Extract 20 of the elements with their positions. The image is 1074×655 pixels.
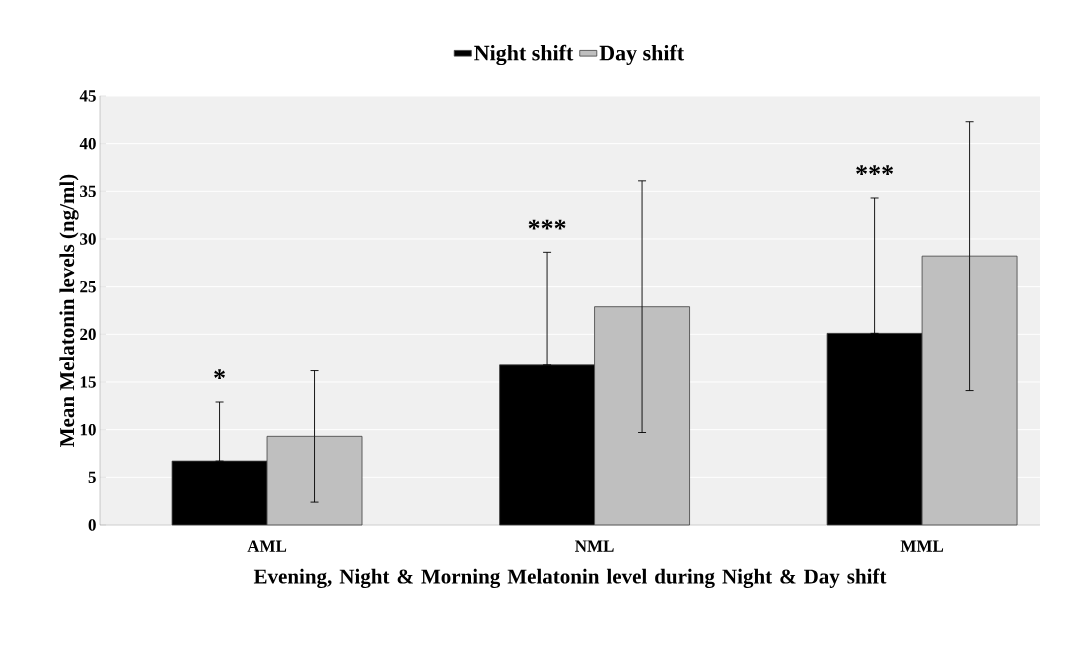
y-tick-label: 35 bbox=[80, 185, 96, 198]
y-tick-label: 45 bbox=[79, 90, 96, 102]
y-tick-label: 20 bbox=[80, 328, 96, 341]
annotation: *** bbox=[856, 165, 894, 176]
annotation: *** bbox=[528, 219, 566, 230]
y-tick-label: 15 bbox=[80, 376, 96, 388]
y-tick-label: 40 bbox=[79, 137, 96, 150]
x-axis-title: Evening, Night & Morning Melatonin level during Night & Day shift bbox=[253, 568, 887, 589]
y-axis-title: Mean Melatonin levels (ng/ml) bbox=[59, 174, 79, 447]
y-tick-label: 10 bbox=[80, 423, 96, 436]
x-tick-label: NML bbox=[575, 540, 614, 552]
y-tick-label: 25 bbox=[80, 280, 96, 293]
y-tick-label: 30 bbox=[80, 233, 96, 245]
legend-label: Night shift bbox=[474, 44, 574, 66]
annotation: * bbox=[214, 369, 225, 380]
y-tick-label: 5 bbox=[88, 471, 96, 483]
x-tick-label: MML bbox=[900, 540, 944, 552]
y-tick-label: 0 bbox=[88, 519, 96, 531]
x-tick-label: AML bbox=[247, 540, 287, 552]
legend-label: Day shift bbox=[599, 44, 685, 66]
